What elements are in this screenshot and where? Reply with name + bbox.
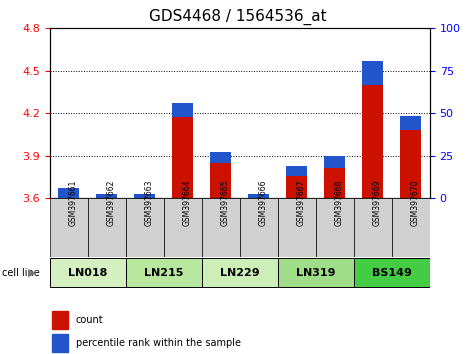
Bar [248, 194, 269, 199]
Bar [362, 61, 383, 198]
Bar [126, 258, 202, 287]
Bar [164, 198, 202, 257]
Text: LN319: LN319 [296, 268, 336, 278]
Bar [286, 166, 307, 176]
Bar [202, 198, 240, 257]
Bar [354, 258, 430, 287]
Bar [126, 198, 164, 257]
Bar [134, 194, 155, 201]
Bar [278, 258, 354, 287]
Text: GSM397664: GSM397664 [183, 180, 192, 226]
Text: GSM397668: GSM397668 [335, 180, 344, 226]
Text: GSM397666: GSM397666 [259, 180, 268, 226]
Text: GSM397663: GSM397663 [145, 180, 154, 226]
Text: cell line: cell line [2, 268, 40, 278]
Bar [202, 258, 278, 287]
Bar [392, 198, 430, 257]
Text: GSM397661: GSM397661 [69, 180, 78, 226]
Text: GSM397662: GSM397662 [107, 180, 116, 226]
Bar [286, 166, 307, 198]
Bar [324, 156, 345, 198]
Bar [316, 198, 354, 257]
Text: percentile rank within the sample: percentile rank within the sample [76, 338, 241, 348]
Bar [278, 198, 316, 257]
Text: LN018: LN018 [68, 268, 107, 278]
Bar [51, 311, 67, 329]
Text: GSM397665: GSM397665 [221, 180, 230, 226]
Bar [240, 198, 278, 257]
Bar [50, 198, 88, 257]
Text: BS149: BS149 [372, 268, 412, 278]
Bar [210, 152, 231, 198]
Bar [88, 198, 126, 257]
Bar [400, 116, 421, 198]
Text: LN215: LN215 [144, 268, 183, 278]
Bar [58, 188, 79, 198]
Bar [172, 103, 193, 117]
Bar [51, 334, 67, 352]
Text: LN229: LN229 [220, 268, 260, 278]
Text: GSM397669: GSM397669 [373, 180, 382, 226]
Text: GSM397670: GSM397670 [411, 180, 420, 226]
Text: GDS4468 / 1564536_at: GDS4468 / 1564536_at [149, 9, 326, 25]
Text: count: count [76, 315, 104, 325]
Bar [248, 194, 269, 198]
Bar [58, 188, 79, 200]
Bar [354, 198, 392, 257]
Bar [134, 194, 155, 198]
Bar [172, 103, 193, 198]
Bar [362, 61, 383, 85]
Bar [210, 152, 231, 164]
Bar [324, 156, 345, 168]
Bar [96, 194, 117, 202]
Bar [400, 116, 421, 130]
Text: ▶: ▶ [28, 268, 37, 278]
Bar [50, 258, 126, 287]
Bar [96, 194, 117, 198]
Text: GSM397667: GSM397667 [297, 180, 306, 226]
